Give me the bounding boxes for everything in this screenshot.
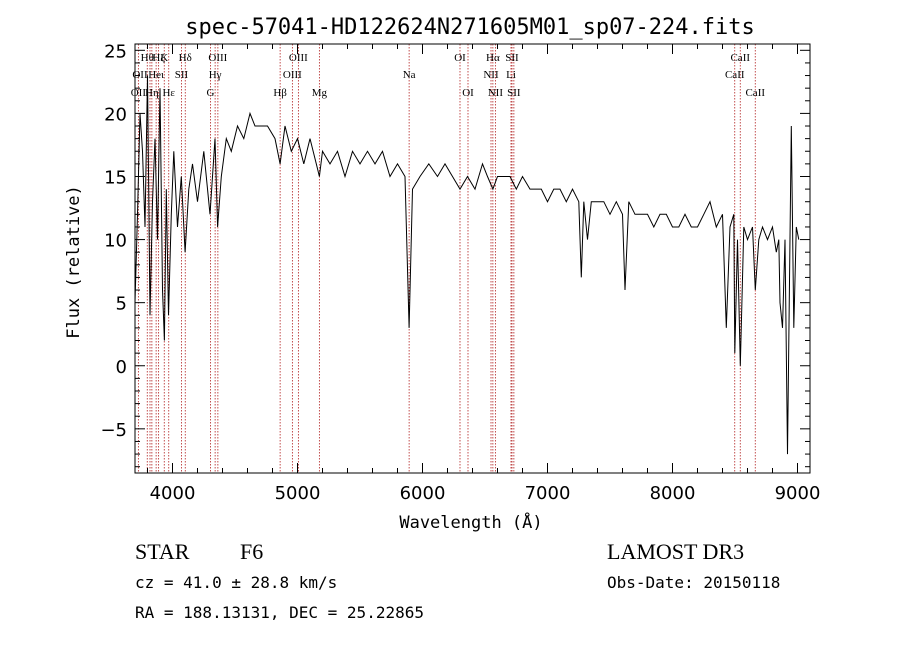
- object-subclass: F6: [240, 539, 264, 564]
- y-axis-ticks: −5 0 5 10 15 20 25: [100, 41, 810, 468]
- y-tick-label: 0: [116, 357, 127, 378]
- line-label-3: Hη: [145, 87, 159, 99]
- line-label-23: Li: [506, 69, 516, 81]
- object-class: STAR: [135, 539, 190, 564]
- line-label-28: CaII: [745, 87, 765, 99]
- y-tick-label: 5: [116, 294, 127, 315]
- line-label-13: Hβ: [273, 87, 287, 99]
- x-axis-label: Wavelength (Å): [399, 511, 542, 533]
- redshift-text: cz = 41.0 ± 28.8 km/s: [135, 573, 338, 592]
- survey-name: LAMOST DR3: [607, 539, 745, 564]
- chart-title: spec-57041-HD122624N271605M01_sp07-224.f…: [185, 15, 755, 40]
- line-label-17: Na: [403, 69, 416, 81]
- line-label-25: SII: [507, 87, 521, 99]
- line-label-24: SII: [505, 52, 519, 64]
- line-label-0: OII: [131, 87, 147, 99]
- line-label-20: NII: [483, 69, 499, 81]
- line-label-21: Hα: [486, 52, 500, 64]
- x-tick-label: 4000: [150, 483, 196, 504]
- line-label-10: G: [207, 87, 215, 99]
- line-label-5: Hζ: [152, 52, 165, 64]
- line-label-12: OIII: [208, 52, 227, 64]
- x-tick-label: 9000: [775, 483, 821, 504]
- obs-date-text: Obs-Date: 20150118: [607, 573, 781, 592]
- line-label-9: Hδ: [179, 52, 192, 64]
- x-tick-label: 5000: [275, 483, 321, 504]
- line-label-14: OIII: [283, 69, 302, 81]
- line-label-15: OIII: [289, 52, 308, 64]
- plot-frame: [134, 43, 811, 474]
- emission-line-markers: [137, 44, 756, 473]
- line-label-2: OII: [132, 69, 148, 81]
- line-label-19: OI: [462, 87, 474, 99]
- y-axis-label: Flux (relative): [64, 185, 84, 339]
- line-label-18: OI: [454, 52, 466, 64]
- y-tick-label: −5: [100, 420, 127, 441]
- line-label-16: Mg: [312, 87, 328, 99]
- y-tick-label: 10: [104, 231, 127, 252]
- x-tick-label: 6000: [400, 483, 446, 504]
- emission-line-labels: OIIHθOIIHηHeιHζKHεSIIHδGHγOIIIHβOIIIOIII…: [131, 52, 766, 99]
- line-label-27: CaII: [730, 52, 750, 64]
- line-label-11: Hγ: [209, 69, 222, 81]
- radec-text: RA = 188.13131, DEC = 25.22865: [135, 603, 424, 622]
- line-label-7: Hε: [162, 87, 175, 99]
- x-axis-ticks: 4000 5000 6000 7000 8000 9000: [147, 44, 821, 504]
- y-tick-label: 20: [104, 104, 127, 125]
- x-tick-label: 7000: [525, 483, 571, 504]
- line-label-1: Hθ: [141, 52, 154, 64]
- line-label-6: K: [160, 52, 168, 64]
- line-label-26: CaII: [725, 69, 745, 81]
- y-tick-label: 25: [104, 41, 127, 62]
- spectrum-line: [134, 75, 800, 455]
- x-tick-label: 8000: [650, 483, 696, 504]
- line-label-22: NII: [488, 87, 504, 99]
- line-label-4: Heι: [148, 69, 164, 81]
- y-tick-label: 15: [104, 167, 127, 188]
- line-label-8: SII: [175, 69, 189, 81]
